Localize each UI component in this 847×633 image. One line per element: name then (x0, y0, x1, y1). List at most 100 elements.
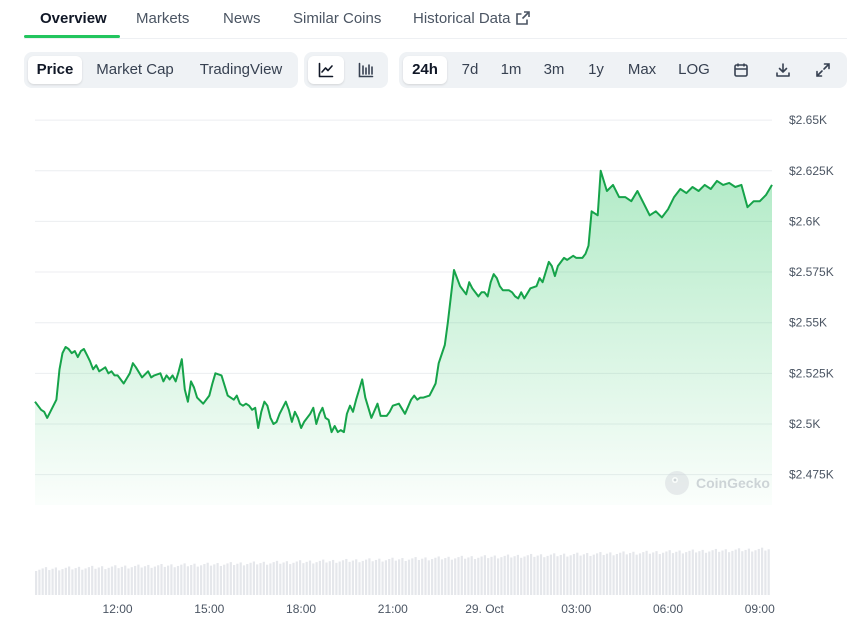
volume-bar (150, 567, 153, 595)
volume-bar (483, 555, 486, 595)
log-scale-button[interactable]: LOG (678, 61, 710, 78)
volume-bar (741, 551, 744, 595)
volume-bar (658, 554, 661, 595)
volume-bar (378, 558, 381, 595)
volume-bar (764, 550, 767, 595)
range-1y-button[interactable]: 1y (588, 61, 604, 78)
y-tick-label: $2.65K (789, 113, 827, 127)
volume-bar (440, 559, 444, 595)
volume-bar (315, 562, 318, 595)
volume-bar (236, 563, 239, 595)
volume-bar (107, 567, 110, 595)
volume-bar (473, 559, 477, 595)
volume-bar (767, 549, 770, 595)
volume-bar (615, 554, 618, 595)
volume-bar (744, 549, 747, 595)
volume-bar (275, 560, 279, 595)
volume-bar (688, 550, 691, 595)
candlestick-chart-icon (358, 62, 374, 78)
volume-bar (58, 570, 61, 595)
volume-bar (249, 562, 252, 595)
volume-bar (586, 553, 589, 595)
volume-bar (549, 554, 552, 595)
line-chart-button[interactable] (308, 56, 344, 84)
tab-similar-coins[interactable]: Similar Coins (293, 10, 382, 27)
market-cap-button[interactable]: Market Cap (96, 61, 174, 78)
volume-bar (635, 554, 638, 595)
volume-bar (117, 568, 120, 595)
volume-bar (401, 558, 404, 595)
volume-bar (295, 561, 298, 595)
volume-bar (513, 556, 516, 595)
volume-bar (708, 551, 711, 595)
volume-bar (605, 553, 609, 595)
volume-bar (566, 556, 569, 595)
volume-bars (35, 547, 770, 595)
volume-bar (602, 554, 605, 595)
volume-bar (233, 565, 236, 595)
tab-historical-data[interactable]: Historical Data (413, 10, 530, 27)
y-tick-label: $2.525K (789, 366, 834, 380)
volume-bar (74, 568, 77, 595)
volume-bar (91, 565, 94, 595)
volume-bar (285, 561, 288, 595)
y-tick-label: $2.625K (789, 164, 834, 178)
tab-news[interactable]: News (223, 10, 261, 27)
volume-bar (308, 560, 312, 595)
fullscreen-button[interactable] (805, 56, 841, 84)
x-tick-label: 06:00 (653, 602, 683, 616)
volume-bar (183, 563, 186, 595)
volume-bar (137, 564, 140, 595)
volume-bar (457, 557, 460, 595)
calendar-button[interactable] (723, 56, 759, 84)
volume-bar (526, 555, 529, 595)
volume-bar (48, 570, 51, 595)
volume-bar (371, 561, 374, 595)
volume-bar (180, 564, 183, 595)
range-3m-button[interactable]: 3m (543, 61, 565, 78)
range-7d-button[interactable]: 7d (461, 61, 479, 78)
coingecko-logo-icon (665, 471, 689, 495)
range-max-button[interactable]: Max (627, 61, 657, 78)
active-tab-indicator (24, 35, 120, 38)
volume-bar (576, 552, 579, 595)
volume-bar (77, 566, 81, 595)
candlestick-chart-button[interactable] (348, 56, 384, 84)
volume-bar (724, 549, 727, 595)
price-button[interactable]: Price (28, 56, 82, 84)
volume-bar (41, 568, 44, 595)
volume-bar (599, 552, 602, 595)
volume-bar (61, 569, 64, 595)
volume-bar (325, 562, 328, 595)
volume-bar (404, 560, 407, 595)
x-axis-labels: 12:00 15:00 18:00 21:00 29. Oct 03:00 06:00 09:… (103, 602, 776, 616)
external-link-icon (515, 11, 530, 25)
volume-bar (407, 559, 411, 595)
volume-bar (648, 553, 651, 595)
volume-bar (579, 555, 582, 595)
volume-bar (391, 557, 394, 595)
volume-bar (381, 561, 384, 595)
tab-overview[interactable]: Overview (40, 10, 107, 27)
volume-bar (348, 561, 351, 595)
volume-bar (196, 566, 199, 595)
volume-bar (503, 555, 506, 595)
volume-bar (569, 555, 572, 595)
range-24h-button[interactable]: 24h (403, 56, 447, 84)
y-tick-label: $2.475K (789, 468, 834, 482)
volume-bar (671, 553, 675, 595)
range-1m-button[interactable]: 1m (500, 61, 522, 78)
volume-bar (163, 566, 166, 595)
x-tick-label: 09:00 (745, 602, 775, 616)
volume-bar (269, 563, 272, 595)
volume-bar (467, 557, 470, 595)
volume-bar (302, 563, 305, 595)
download-button[interactable] (765, 56, 801, 84)
volume-bar (728, 552, 731, 595)
volume-bar (239, 562, 242, 595)
volume-bar (417, 559, 420, 595)
tab-markets[interactable]: Markets (136, 10, 190, 27)
volume-bar (226, 563, 229, 595)
tradingview-button[interactable]: TradingView (199, 61, 283, 78)
